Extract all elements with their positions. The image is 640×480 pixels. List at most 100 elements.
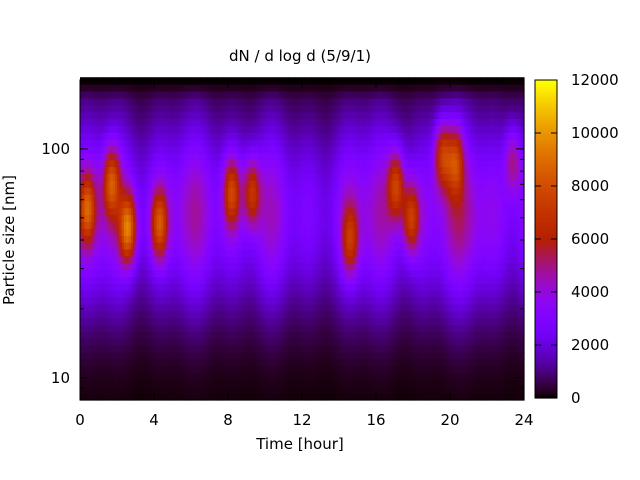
heatmap-cell [82,90,86,99]
heatmap-cell [149,358,153,367]
heatmap-cell [165,187,169,195]
heatmap-cell [117,173,120,181]
heatmap-cell [244,393,248,401]
heatmap-cell [274,372,278,380]
heatmap-cell [285,187,289,195]
heatmap-cell [244,303,248,312]
heatmap-cell [234,290,238,298]
heatmap-cell [105,187,109,195]
heatmap-cell [117,242,120,250]
heatmap-cell [119,111,123,120]
heatmap-cell [147,338,150,346]
heatmap-cell [163,269,167,277]
heatmap-cell [135,166,139,174]
heatmap-cell [147,290,150,298]
heatmap-cell [156,345,160,353]
heatmap-cell [107,290,111,298]
heatmap-cell [311,242,315,250]
heatmap-cell [228,235,231,243]
heatmap-cell [244,118,248,126]
heatmap-cell [281,372,285,380]
heatmap-cell [117,386,120,394]
heatmap-cell [211,97,215,106]
heatmap-cell [228,221,231,229]
heatmap-cell [285,125,289,133]
heatmap-cell [158,77,162,85]
heatmap-cell [96,331,100,339]
heatmap-cell [177,283,181,291]
heatmap-cell [207,97,211,106]
heatmap-cell [147,132,150,140]
heatmap-cell [117,303,120,312]
heatmap-cell [119,152,123,161]
heatmap-cell [253,104,257,113]
heatmap-cell [167,386,171,394]
heatmap-cell [163,331,167,339]
heatmap-cell [160,324,164,332]
heatmap-cell [241,255,245,264]
heatmap-cell [311,283,315,291]
heatmap-cell [121,193,125,202]
heatmap-cell [188,303,192,312]
heatmap-cell [325,365,329,374]
heatmap-cell [239,173,243,181]
heatmap-cell [137,379,141,387]
heatmap-cell [244,317,248,326]
heatmap-cell [237,338,241,346]
heatmap-cell [204,200,208,209]
heatmap-cell [260,379,264,387]
heatmap-cell [110,345,113,353]
heatmap-cell [179,276,183,284]
heatmap-cell [285,207,289,216]
heatmap-cell [223,372,227,380]
heatmap-cell [292,372,296,380]
heatmap-cell [158,214,162,223]
heatmap-cell [174,317,178,326]
heatmap-cell [197,159,201,168]
heatmap-cell [202,262,206,271]
heatmap-cell [239,159,243,168]
heatmap-cell [278,152,282,161]
heatmap-cell [288,173,292,181]
heatmap-cell [130,393,134,401]
heatmap-cell [130,187,134,195]
heatmap-cell [186,276,190,284]
heatmap-cell [142,90,146,99]
heatmap-cell [128,372,132,380]
heatmap-cell [207,365,211,374]
heatmap-cell [140,77,144,85]
heatmap-cell [154,393,157,401]
heatmap-cell [248,235,252,243]
heatmap-cell [258,351,261,360]
heatmap-cell [315,77,319,85]
heatmap-cell [234,118,238,126]
heatmap-cell [170,77,174,85]
heatmap-cell [103,84,107,92]
heatmap-cell [283,255,287,264]
heatmap-cell [292,104,296,113]
heatmap-cell [82,173,86,181]
heatmap-cell [149,207,153,216]
heatmap-cell [89,393,93,401]
heatmap-cell [246,145,250,154]
heatmap-cell [107,358,111,367]
heatmap-cell [278,235,282,243]
heatmap-cell [283,290,287,298]
heatmap-cell [237,111,241,120]
heatmap-cell [228,296,231,305]
heatmap-cell [133,159,137,168]
heatmap-cell [200,235,204,243]
heatmap-cell [292,386,296,394]
heatmap-cell [288,255,292,264]
heatmap-cell [165,296,169,305]
heatmap-cell [186,386,190,394]
heatmap-cell [200,159,204,168]
heatmap-cell [288,303,292,312]
heatmap-cell [232,166,236,174]
heatmap-cell [112,283,116,291]
heatmap-cell [167,111,171,120]
heatmap-cell [248,77,252,85]
heatmap-cell [271,214,275,223]
heatmap-cell [292,242,296,250]
heatmap-cell [267,125,271,133]
